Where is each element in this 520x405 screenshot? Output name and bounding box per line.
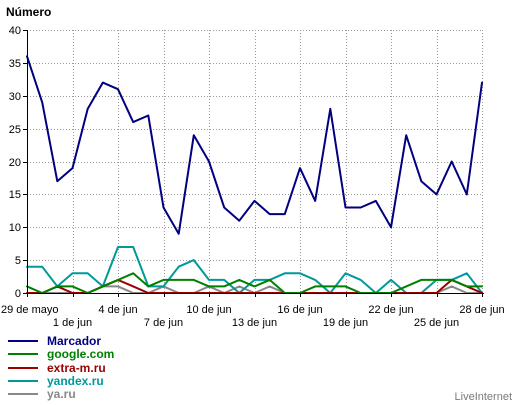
x-tick-label: 16 de jun bbox=[277, 304, 322, 316]
x-tick-label: 22 de jun bbox=[368, 304, 413, 316]
y-tick-label: 35 bbox=[9, 58, 21, 70]
x-tick-label: 7 de jun bbox=[144, 317, 183, 329]
legend-item-google-com: google.com bbox=[8, 347, 114, 361]
liveinternet-watermark: LiveInternet bbox=[455, 391, 512, 403]
x-tick-label: 4 de jun bbox=[98, 304, 137, 316]
series-line-marcador bbox=[26, 55, 483, 235]
legend-item-ya-ru: ya.ru bbox=[8, 387, 76, 401]
series-line-google-com bbox=[26, 272, 483, 294]
y-tick-label: 25 bbox=[9, 124, 21, 136]
y-tick-label: 30 bbox=[9, 91, 21, 103]
x-tick-label: 1 de jun bbox=[53, 317, 92, 329]
y-tick-label: 20 bbox=[9, 157, 21, 169]
y-tick-label: 15 bbox=[9, 189, 21, 201]
legend-item-yandex-ru: yandex.ru bbox=[8, 374, 104, 388]
legend-label-google-com: google.com bbox=[47, 347, 114, 361]
y-tick-label: 0 bbox=[15, 288, 21, 300]
x-tick-label: 25 de jun bbox=[414, 317, 459, 329]
legend-item-marcador: Marcador bbox=[8, 334, 101, 348]
legend-label-yandex-ru: yandex.ru bbox=[47, 374, 104, 388]
y-axis-title: Número bbox=[6, 5, 51, 19]
grid bbox=[27, 30, 483, 293]
x-tick-label: 19 de jun bbox=[323, 317, 368, 329]
y-tick-label: 10 bbox=[9, 222, 21, 234]
x-tick-label: 28 de jun bbox=[459, 304, 504, 316]
y-tick-labels: 0 5 10 15 20 25 30 35 40 bbox=[9, 25, 21, 300]
legend-label-ya-ru: ya.ru bbox=[47, 387, 76, 401]
x-tick-label: 13 de jun bbox=[232, 317, 277, 329]
legend: Marcadorgoogle.comextra-m.ruyandex.ruya.… bbox=[8, 334, 114, 401]
x-tick-label: 10 de jun bbox=[186, 304, 231, 316]
y-tick-label: 5 bbox=[15, 255, 21, 267]
y-tick-label: 40 bbox=[9, 25, 21, 37]
legend-label-marcador: Marcador bbox=[47, 334, 101, 348]
x-tick-label: 29 de mayo bbox=[1, 304, 58, 316]
axes bbox=[23, 30, 484, 297]
legend-item-extra-m-ru: extra-m.ru bbox=[8, 361, 106, 375]
legend-label-extra-m-ru: extra-m.ru bbox=[47, 361, 106, 375]
